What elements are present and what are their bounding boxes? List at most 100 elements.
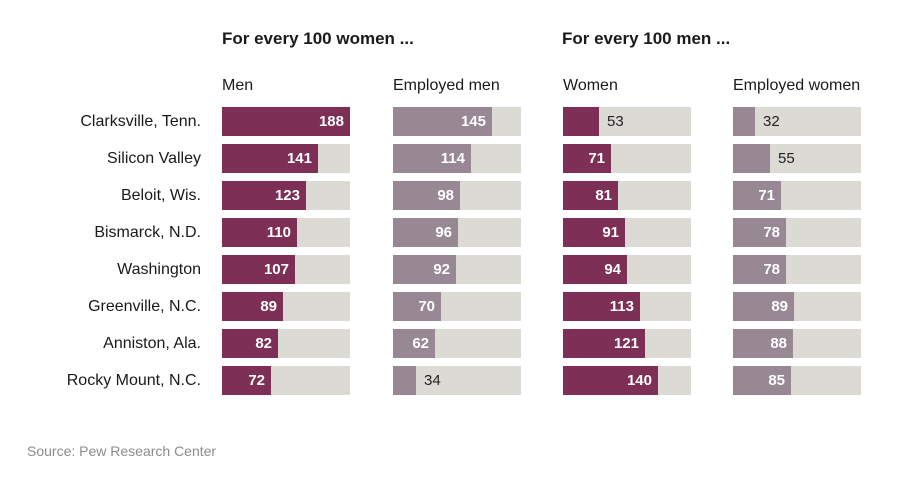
bar-women xyxy=(563,292,640,321)
bar-background: 145 xyxy=(393,107,521,136)
bar-background: 81 xyxy=(563,181,691,210)
bar-value-label: 62 xyxy=(412,335,429,352)
bar-value-label: 91 xyxy=(602,224,619,241)
bar-value-label: 53 xyxy=(607,113,624,130)
bar-men xyxy=(222,107,350,136)
bar-employed-women xyxy=(733,107,755,136)
bar-value-label: 141 xyxy=(286,150,312,167)
bar-women xyxy=(563,181,618,210)
bar-value-label: 89 xyxy=(260,298,277,315)
bar-employed-women xyxy=(733,255,786,284)
column-header-employed-men: Employed men xyxy=(393,77,500,94)
bar-employed-men xyxy=(393,255,456,284)
bar-background: 34 xyxy=(393,366,521,395)
bar-value-label: 107 xyxy=(263,261,289,278)
bar-value-label: 55 xyxy=(778,150,795,167)
bar-background: 55 xyxy=(733,144,861,173)
bar-value-label: 188 xyxy=(318,113,344,130)
column-header-women: Women xyxy=(563,77,618,94)
bar-value-label: 94 xyxy=(604,261,621,278)
bar-men xyxy=(222,292,283,321)
bar-background: 71 xyxy=(563,144,691,173)
column-header-men: Men xyxy=(222,77,254,94)
bar-men xyxy=(222,144,318,173)
bar-background: 88 xyxy=(733,329,861,358)
bar-value-label: 113 xyxy=(609,298,634,315)
bar-background: 89 xyxy=(733,292,861,321)
row-label: Greenville, N.C. xyxy=(88,298,201,315)
bar-value-label: 96 xyxy=(435,224,452,241)
bar-background: 107 xyxy=(222,255,350,284)
bar-background: 123 xyxy=(222,181,350,210)
bar-employed-women xyxy=(733,218,786,247)
bar-background: 140 xyxy=(563,366,691,395)
bar-value-label: 85 xyxy=(768,372,785,389)
bar-value-label: 140 xyxy=(626,372,652,389)
bar-background: 62 xyxy=(393,329,521,358)
bar-background: 91 xyxy=(563,218,691,247)
bar-value-label: 92 xyxy=(433,261,450,278)
section-title-women: For every 100 women ... xyxy=(222,29,414,48)
bar-background: 72 xyxy=(222,366,350,395)
bar-background: 113 xyxy=(563,292,691,321)
bar-value-label: 32 xyxy=(763,113,780,130)
bar-background: 96 xyxy=(393,218,521,247)
bar-value-label: 114 xyxy=(440,150,465,167)
bar-value-label: 78 xyxy=(763,224,780,241)
column-header-employed-women: Employed women xyxy=(733,77,861,94)
bar-background: 98 xyxy=(393,181,521,210)
row-label: Anniston, Ala. xyxy=(103,335,201,352)
bar-men xyxy=(222,218,297,247)
bar-employed-women xyxy=(733,292,794,321)
bar-value-label: 34 xyxy=(424,372,441,389)
bar-background: 92 xyxy=(393,255,521,284)
row-label: Silicon Valley xyxy=(107,150,201,167)
bar-value-label: 78 xyxy=(763,261,780,278)
row-label: Bismarck, N.D. xyxy=(94,224,201,241)
bar-background: 121 xyxy=(563,329,691,358)
bar-employed-women xyxy=(733,366,791,395)
bar-employed-men xyxy=(393,329,435,358)
bar-value-label: 71 xyxy=(758,187,775,204)
bar-men xyxy=(222,181,306,210)
bar-women xyxy=(563,144,611,173)
bar-value-label: 110 xyxy=(266,224,291,241)
source-note: Source: Pew Research Center xyxy=(27,443,217,459)
bar-value-label: 145 xyxy=(460,113,486,130)
bar-women xyxy=(563,255,627,284)
bar-background: 94 xyxy=(563,255,691,284)
bar-men xyxy=(222,366,271,395)
section-title-men: For every 100 men ... xyxy=(562,29,731,48)
bar-value-label: 89 xyxy=(771,298,788,315)
bar-value-label: 121 xyxy=(613,335,639,352)
bar-employed-women xyxy=(733,329,793,358)
row-label: Rocky Mount, N.C. xyxy=(66,372,201,389)
bar-employed-women xyxy=(733,144,770,173)
bar-women xyxy=(563,218,625,247)
bar-background: 89 xyxy=(222,292,350,321)
row-label: Clarksville, Tenn. xyxy=(80,113,201,130)
bar-background: 110 xyxy=(222,218,350,247)
row-label: Washington xyxy=(117,261,201,278)
bar-employed-men xyxy=(393,107,492,136)
bar-men xyxy=(222,255,295,284)
bar-women xyxy=(563,329,645,358)
row-label: Beloit, Wis. xyxy=(120,187,201,204)
bar-value-label: 88 xyxy=(770,335,787,352)
bar-employed-men xyxy=(393,292,441,321)
bar-employed-men xyxy=(393,144,471,173)
bar-background: 70 xyxy=(393,292,521,321)
bar-background: 78 xyxy=(733,255,861,284)
bar-value-label: 123 xyxy=(274,187,300,204)
bar-employed-women xyxy=(733,181,781,210)
bar-value-label: 98 xyxy=(437,187,454,204)
bar-background: 188 xyxy=(222,107,350,136)
bar-employed-men xyxy=(393,366,416,395)
bar-women xyxy=(563,366,658,395)
bar-background: 141 xyxy=(222,144,350,173)
bar-men xyxy=(222,329,278,358)
bar-background: 32 xyxy=(733,107,861,136)
bar-background: 71 xyxy=(733,181,861,210)
bar-value-label: 82 xyxy=(255,335,272,352)
bar-background: 78 xyxy=(733,218,861,247)
